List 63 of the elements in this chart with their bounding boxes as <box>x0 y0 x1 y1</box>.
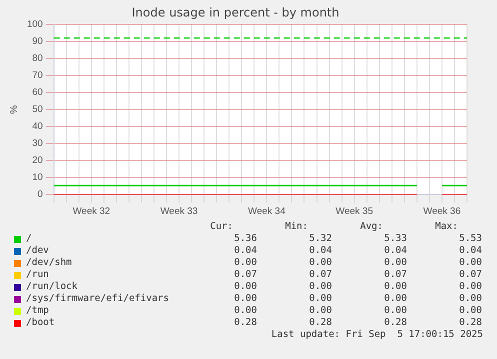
text: 5.33 <box>384 233 407 245</box>
y-tick-label: 60 <box>32 87 43 98</box>
text: 0.00 <box>384 293 407 305</box>
text: Last update: Fri Sep 5 17:00:15 2025 <box>271 329 483 341</box>
text: 5.32 <box>309 233 332 245</box>
y-tick-label: 30 <box>32 138 43 150</box>
text: 0.07 <box>309 269 332 281</box>
text: 0.04 <box>309 245 332 257</box>
y-tick-label: 0 <box>38 189 43 200</box>
text: 0.00 <box>234 281 257 293</box>
text: 0.00 <box>309 257 332 269</box>
text: 0.00 <box>309 293 332 305</box>
y-tick-label: 70 <box>32 70 43 82</box>
text: 5.36 <box>234 233 257 245</box>
text: 0.00 <box>234 293 257 305</box>
text: 0.00 <box>234 257 257 269</box>
x-tick-label: Week 35 <box>336 206 373 217</box>
text: 0.00 <box>459 293 482 305</box>
y-tick-label: 10 <box>32 172 43 184</box>
text: Max: <box>435 221 458 233</box>
y-tick-label: 100 <box>26 19 43 30</box>
text: 0.07 <box>234 269 257 281</box>
text: 0.04 <box>384 245 407 257</box>
legend-label: /tmp <box>26 305 49 317</box>
y-axis-title: % <box>8 104 20 114</box>
text: 5.53 <box>459 233 482 245</box>
text: 0.00 <box>459 281 482 293</box>
legend-label: / <box>26 233 32 245</box>
text: 0.00 <box>384 257 407 269</box>
text: 0.00 <box>459 257 482 269</box>
text: Min: <box>285 221 308 233</box>
y-tick-label: 20 <box>32 155 43 166</box>
text: 0.00 <box>234 305 257 317</box>
x-tick-label: Week 34 <box>248 206 286 217</box>
text: Avg: <box>360 221 383 233</box>
text: 0.00 <box>309 305 332 317</box>
y-tick-label: 40 <box>32 121 43 132</box>
text: 0.28 <box>459 317 482 329</box>
text: 0.28 <box>309 317 332 329</box>
x-tick-label: Week 33 <box>160 206 198 217</box>
text: 0.07 <box>384 269 407 281</box>
text: 0.00 <box>384 281 407 293</box>
y-tick-label: 80 <box>32 53 43 64</box>
x-tick-label: Week 36 <box>423 206 461 217</box>
text: 0.07 <box>459 269 482 281</box>
text: 0.28 <box>384 317 407 329</box>
text: 0.04 <box>234 245 257 257</box>
y-tick-label: 90 <box>32 36 43 48</box>
text: 0.00 <box>459 305 482 317</box>
text: Cur: <box>210 221 233 233</box>
legend-label: /run <box>26 269 49 281</box>
x-tick-label: Week 32 <box>72 206 110 217</box>
legend-label: /dev/shm <box>26 257 72 269</box>
text: 0.00 <box>309 281 332 293</box>
legend-label: /sys/firmware/efi/efivars <box>26 293 169 305</box>
legend-label: /boot <box>26 317 55 329</box>
y-tick-label: 50 <box>32 104 43 116</box>
chart-title: Inode usage in percent - by month <box>132 5 340 20</box>
legend-label: /run/lock <box>26 281 78 293</box>
text: 0.28 <box>234 317 257 329</box>
text: 0.00 <box>384 305 407 317</box>
legend-label: /dev <box>26 245 49 257</box>
text: 0.04 <box>459 245 482 257</box>
